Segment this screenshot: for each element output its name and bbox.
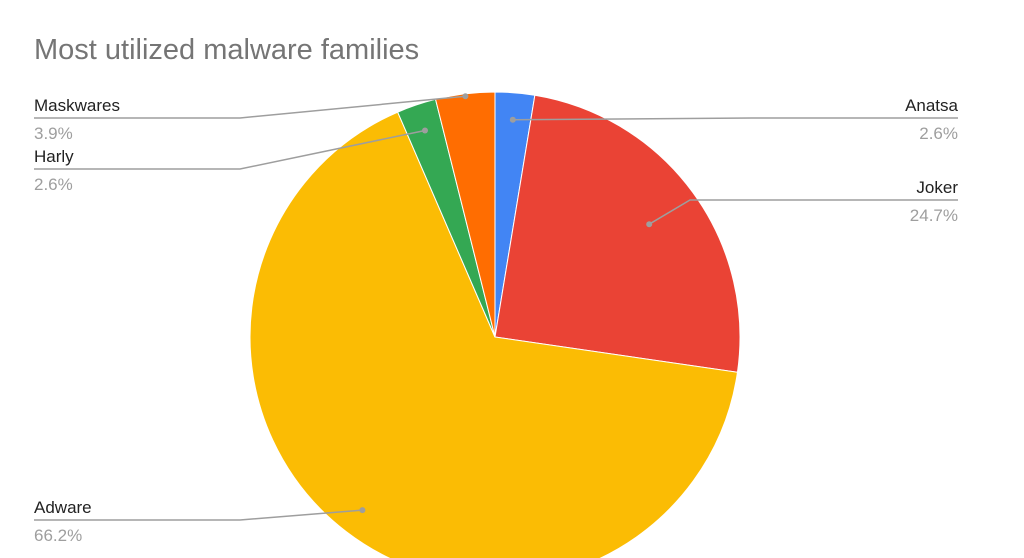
leader-line-adware	[34, 509, 363, 521]
slice-label-joker: Joker	[916, 178, 958, 197]
slice-percent-joker: 24.7%	[910, 206, 958, 225]
pie-slice-joker	[494, 94, 741, 373]
slice-label-anatsa: Anatsa	[905, 96, 958, 115]
leader-line-joker	[648, 199, 958, 225]
leader-dot-maskwares	[462, 93, 469, 100]
leader-dot-harly	[422, 127, 428, 134]
leader-line-anatsa	[512, 117, 958, 121]
slice-percent-maskwares: 3.9%	[34, 124, 73, 143]
slice-percent-adware: 66.2%	[34, 526, 82, 545]
leader-dot-joker	[646, 221, 653, 228]
slice-label-maskwares: Maskwares	[34, 96, 120, 115]
leader-line-harly	[34, 129, 426, 170]
pie-slices	[249, 91, 741, 558]
leader-line-maskwares	[34, 95, 466, 119]
leader-dot-anatsa	[509, 116, 516, 123]
slice-label-harly: Harly	[34, 147, 74, 166]
chart-title: Most utilized malware families	[34, 34, 420, 66]
leader-lines	[34, 93, 958, 521]
slice-percent-harly: 2.6%	[34, 175, 73, 194]
slice-labels: Anatsa 2.6% Joker 24.7% Adware 66.2% Harly 2.6%…	[34, 96, 959, 545]
leader-dot-adware	[359, 507, 366, 514]
slice-percent-anatsa: 2.6%	[919, 124, 958, 143]
slice-label-adware: Adware	[34, 498, 92, 517]
